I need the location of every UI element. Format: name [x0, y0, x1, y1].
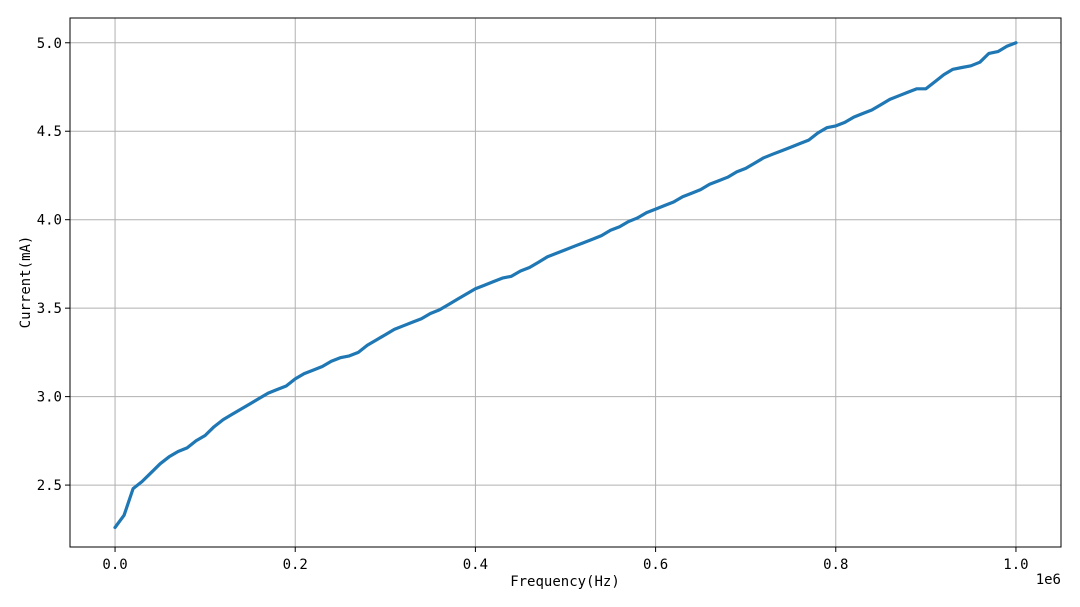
x-tick-label: 0.0	[102, 557, 127, 573]
y-axis: 2.5 3.0 3.5 4.0 4.5 5.0	[37, 36, 70, 494]
series-line	[113, 41, 1018, 530]
y-axis-label: Current(mA)	[18, 236, 34, 329]
y-tick-label: 4.5	[37, 124, 62, 140]
x-tick-label: 0.6	[643, 557, 668, 573]
x-tick-label: 1.0	[1003, 557, 1028, 573]
series-layer	[113, 41, 1018, 530]
y-tick-label: 5.0	[37, 36, 62, 52]
x-axis-offset-text: 1e6	[1036, 572, 1061, 588]
y-tick-label: 3.0	[37, 390, 62, 406]
y-tick-label: 2.5	[37, 478, 62, 494]
x-axis-label: Frequency(Hz)	[510, 574, 620, 590]
y-tick-label: 3.5	[37, 301, 62, 317]
x-axis: 0.0 0.2 0.4 0.6 0.8 1.0	[102, 547, 1029, 573]
plot-frame	[69, 17, 1062, 548]
x-tick-label: 0.8	[823, 557, 848, 573]
x-tick-label: 0.2	[283, 557, 308, 573]
grid	[70, 18, 1061, 547]
y-tick-label: 4.0	[37, 213, 62, 229]
x-tick-label: 0.4	[463, 557, 488, 573]
